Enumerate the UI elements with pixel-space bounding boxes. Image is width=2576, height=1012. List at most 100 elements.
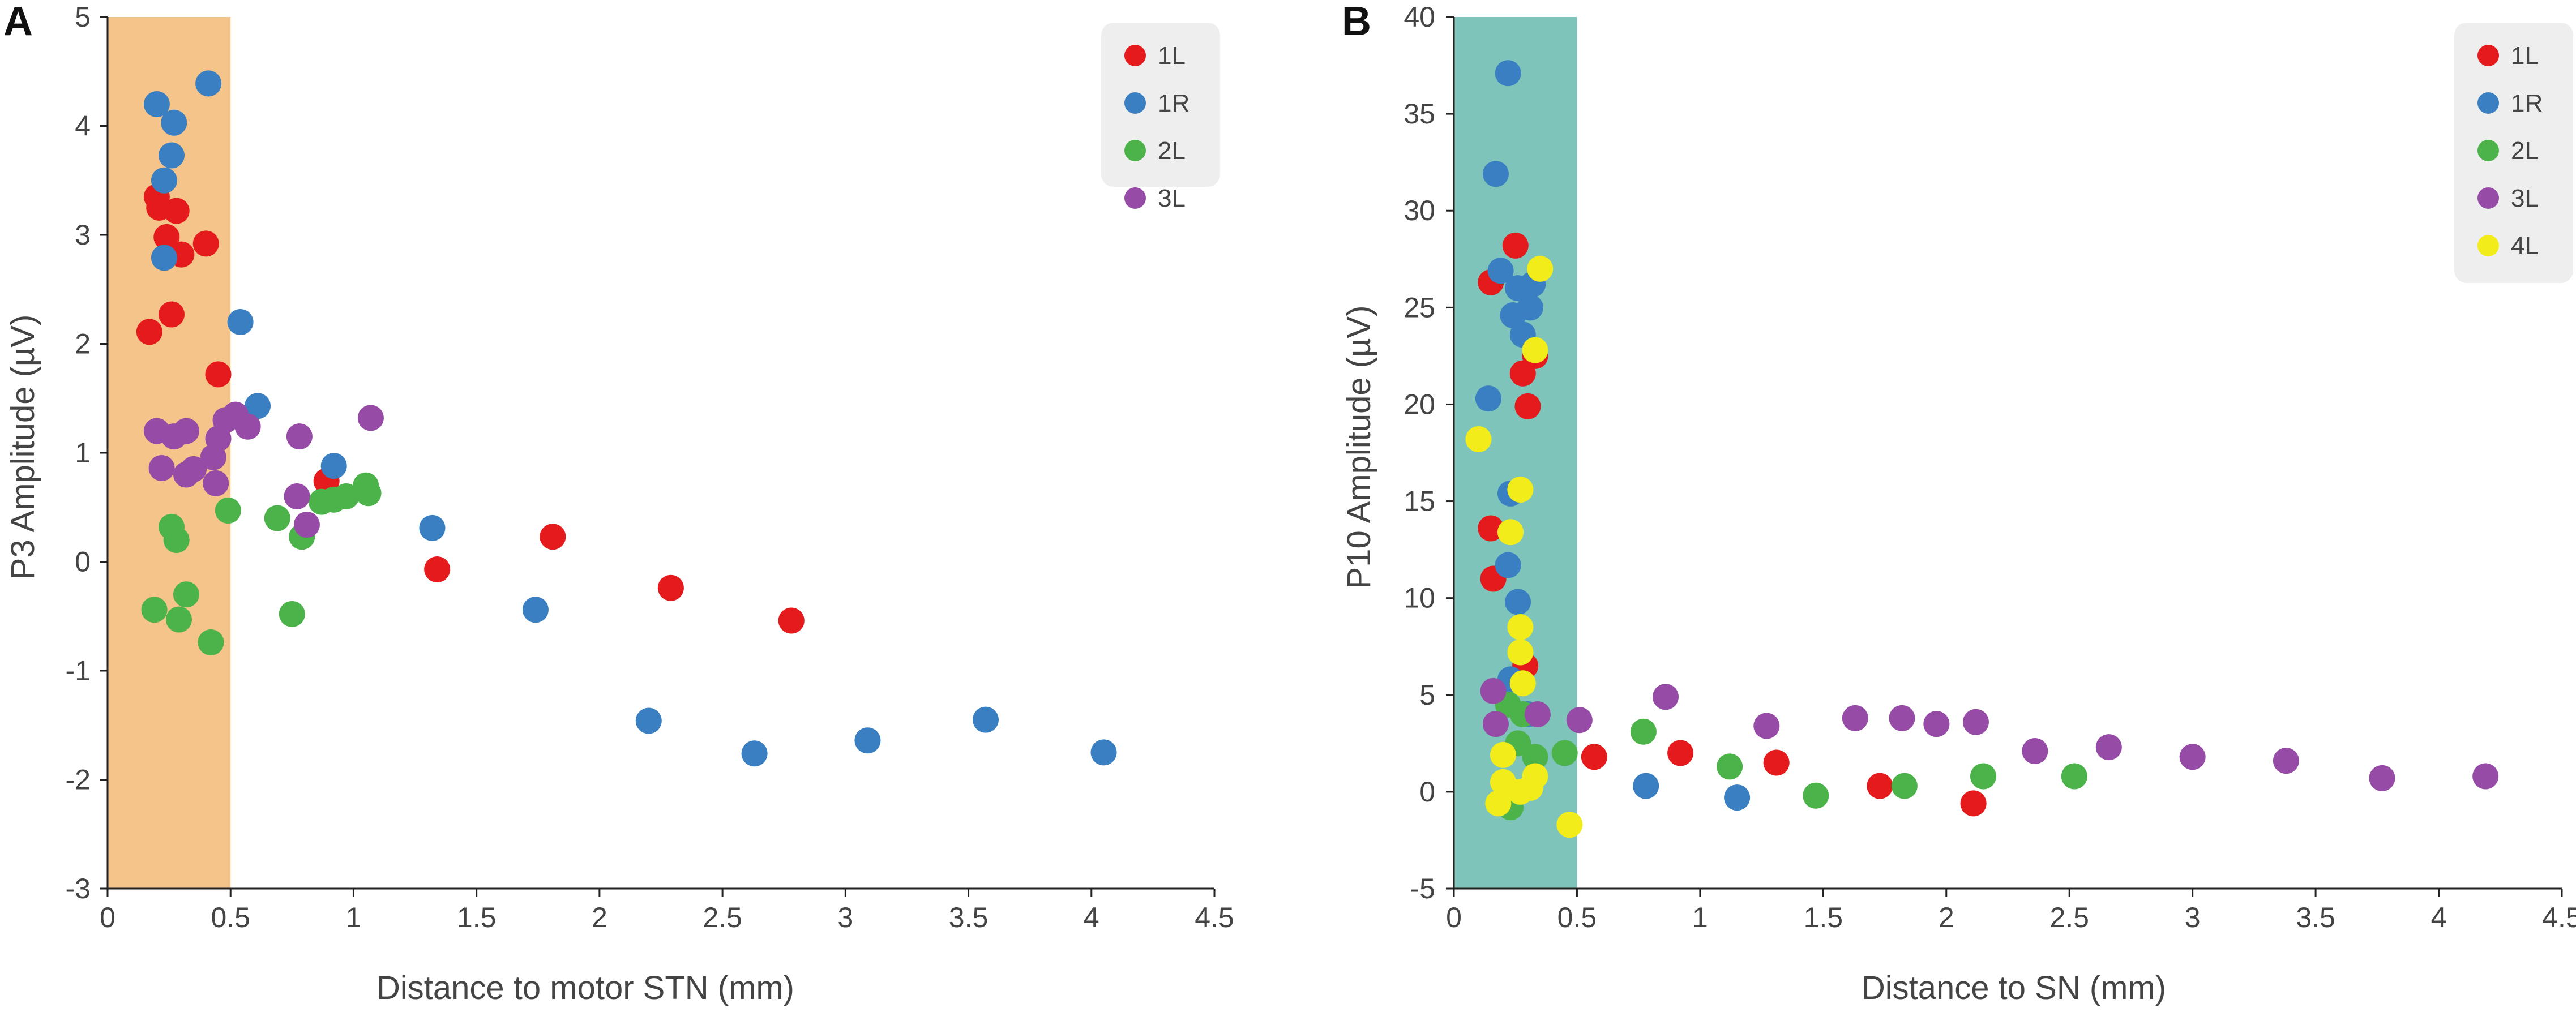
panel-a-x-tick-label: 2.5 xyxy=(703,902,742,933)
panel-b-point-3l xyxy=(1482,711,1509,737)
panel-a-point-1r xyxy=(635,707,662,734)
panel-a-point-3l xyxy=(284,483,310,509)
panel-a-point-2l xyxy=(163,527,190,553)
panel-b-legend-marker-1l xyxy=(2477,45,2499,66)
panel-b-point-4l xyxy=(1527,255,1554,282)
panel-a-point-1l xyxy=(163,198,190,224)
panel-b-point-4l xyxy=(1522,337,1548,363)
panel-b-x-tick-label: 4.5 xyxy=(2542,902,2576,933)
panel-b-point-1l xyxy=(1581,744,1607,770)
panel-a-point-3l xyxy=(286,423,313,450)
panel-a-y-tick-label: 0 xyxy=(75,546,91,578)
panel-b-y-tick-label: 35 xyxy=(1403,98,1435,130)
panel-b-point-3l xyxy=(2095,734,2122,761)
panel-b-point-1l xyxy=(1960,790,1987,817)
panel-a-y-tick-label: -2 xyxy=(66,764,91,796)
panel-a-point-1r xyxy=(143,91,170,117)
panel-b-point-3l xyxy=(1524,701,1551,727)
panel-b-y-tick-label: 0 xyxy=(1419,776,1435,808)
panel-b-point-3l xyxy=(2179,744,2206,770)
panel-a-point-2l xyxy=(279,601,305,627)
panel-b-point-4l xyxy=(1497,519,1524,546)
panel-b-x-tick-label: 1 xyxy=(1692,902,1708,933)
panel-letter-b: B xyxy=(1342,0,1371,44)
panel-a-x-tick-label: 4 xyxy=(1084,902,1099,933)
panel-b-point-1l xyxy=(1514,393,1541,419)
panel-a-point-3l xyxy=(181,456,207,482)
panel-b-point-1l xyxy=(1667,740,1694,766)
panel-a-point-3l xyxy=(173,418,200,444)
panel-a-point-2l xyxy=(264,505,290,531)
panel-b-point-2l xyxy=(1717,753,1743,780)
panel-a-point-1r xyxy=(320,453,347,479)
panel-a-point-2l xyxy=(165,606,192,633)
panel-b-point-2l xyxy=(1551,740,1578,766)
panel-b-point-3l xyxy=(1842,705,1868,731)
panel-b-legend-label: 1R xyxy=(2511,89,2543,117)
panel-b-y-tick-label: 15 xyxy=(1403,486,1435,517)
panel-b-x-tick-label: 0.5 xyxy=(1557,902,1597,933)
panel-b-x-tick-label: 3.5 xyxy=(2296,902,2335,933)
panel-b-point-1r xyxy=(1495,60,1521,87)
panel-a-y-tick-label: -1 xyxy=(66,655,91,687)
panel-a-legend-label: 1R xyxy=(1158,89,1189,117)
panel-b-point-4l xyxy=(1507,614,1534,640)
panel-a-point-1r xyxy=(522,597,549,623)
panel-b-x-axis-label: Distance to SN (mm) xyxy=(1862,970,2166,1006)
panel-b-legend-label: 1L xyxy=(2511,42,2539,70)
panel-a-legend-label: 3L xyxy=(1158,185,1186,212)
panel-b-legend-label: 2L xyxy=(2511,137,2539,165)
panel-b-legend-box xyxy=(2454,23,2573,283)
panel-b-y-axis-label: P10 Amplitude (µV) xyxy=(1341,306,1377,589)
panel-a-y-tick-label: -3 xyxy=(66,873,91,904)
panel-a-legend-marker-3l xyxy=(1124,187,1146,209)
panel-a-point-1r xyxy=(195,70,222,97)
panel-a-point-2l xyxy=(173,581,200,608)
panel-a-point-1r xyxy=(227,309,254,335)
panel-b-point-1r xyxy=(1500,302,1526,329)
panel-b-point-4l xyxy=(1490,741,1516,768)
panel-b-point-1l xyxy=(1478,515,1504,542)
panel-a-x-tick-label: 1.5 xyxy=(457,902,497,933)
panel-b-point-1r xyxy=(1633,773,1659,799)
panel-b-point-3l xyxy=(2472,763,2499,790)
panel-a-legend-marker-2l xyxy=(1124,140,1146,161)
panel-b-point-3l xyxy=(1753,713,1780,739)
panel-a-point-1r xyxy=(151,167,177,194)
panel-b-point-1l xyxy=(1867,773,1893,799)
panel-b-point-4l xyxy=(1507,639,1534,666)
panel-a-x-tick-label: 4.5 xyxy=(1195,902,1234,933)
panel-b-x-tick-label: 0 xyxy=(1446,902,1462,933)
panel-letter-a: A xyxy=(3,0,33,44)
panel-b-point-4l xyxy=(1465,426,1492,453)
panel-a-y-axis-label: P3 Amplitude (µV) xyxy=(5,315,41,580)
panel-b-point-3l xyxy=(1653,684,1679,710)
panel-a-point-1r xyxy=(158,142,185,169)
panel-a-point-1r xyxy=(972,706,999,733)
panel-b-point-3l xyxy=(1889,705,1915,731)
panel-a-point-1l xyxy=(424,556,451,582)
panel-a-point-1l xyxy=(136,319,162,345)
panel-a-legend-label: 2L xyxy=(1158,137,1186,165)
panel-a-point-1l xyxy=(205,361,232,388)
panel-b-point-1l xyxy=(1502,232,1529,259)
panel-b-y-tick-label: -5 xyxy=(1410,873,1435,904)
panel-b-point-3l xyxy=(2369,765,2395,791)
panel-b-x-tick-label: 2 xyxy=(1939,902,1954,933)
panel-a-y-tick-label: 4 xyxy=(75,110,91,142)
panel-b-y-tick-label: 20 xyxy=(1403,388,1435,420)
panel-a-legend-marker-1l xyxy=(1124,45,1146,66)
panel-a-y-tick-label: 5 xyxy=(75,1,91,33)
panel-b-x-tick-label: 1.5 xyxy=(1804,902,1843,933)
panel-b-point-3l xyxy=(2022,738,2048,765)
panel-b-legend-marker-1r xyxy=(2477,92,2499,114)
panel-a-point-1r xyxy=(161,109,187,136)
panel-b-y-tick-label: 10 xyxy=(1403,582,1435,614)
panel-a-point-1r xyxy=(151,245,177,271)
panel-a-point-3l xyxy=(357,405,384,431)
panel-b-point-3l xyxy=(1566,707,1593,734)
panel-a-x-tick-label: 2 xyxy=(592,902,607,933)
panel-a-point-2l xyxy=(215,498,241,524)
panel-a-point-3l xyxy=(203,470,229,496)
